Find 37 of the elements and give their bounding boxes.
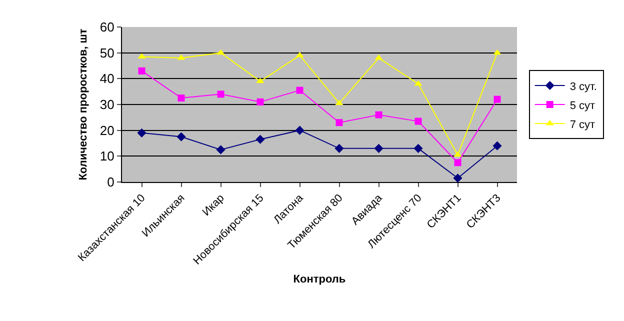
point <box>492 141 502 150</box>
y-tick-label: 10 <box>100 148 114 164</box>
point <box>138 67 146 74</box>
point <box>493 49 502 55</box>
point <box>295 126 304 135</box>
point <box>414 144 423 153</box>
point <box>334 144 344 153</box>
legend-label: 5 сут <box>570 100 596 112</box>
point <box>454 151 462 157</box>
point <box>453 174 462 183</box>
point <box>454 159 462 166</box>
point <box>216 145 226 154</box>
point <box>414 80 422 86</box>
point <box>414 118 422 125</box>
point <box>336 119 343 126</box>
legend-label: 7 сут <box>570 118 596 131</box>
y-axis-title: Количество проростков, шт <box>78 28 90 180</box>
point <box>137 128 146 138</box>
point <box>217 90 224 98</box>
point <box>216 49 225 55</box>
point <box>178 94 185 102</box>
point <box>374 144 384 153</box>
x-axis-title: Контроль <box>293 273 346 286</box>
y-tick-label: 30 <box>100 97 114 112</box>
point <box>256 98 264 106</box>
point <box>256 134 265 144</box>
y-tick-label: 0 <box>107 174 114 190</box>
point <box>296 86 304 94</box>
legend-label: 3 сут. <box>570 80 597 93</box>
y-tick-label: 20 <box>100 122 114 138</box>
point <box>375 111 382 118</box>
y-tick-label: 50 <box>100 45 114 60</box>
y-tick-label: 60 <box>100 20 114 35</box>
y-tick-label: 40 <box>100 71 114 86</box>
point <box>494 96 501 103</box>
point <box>176 132 186 142</box>
point <box>296 52 304 58</box>
